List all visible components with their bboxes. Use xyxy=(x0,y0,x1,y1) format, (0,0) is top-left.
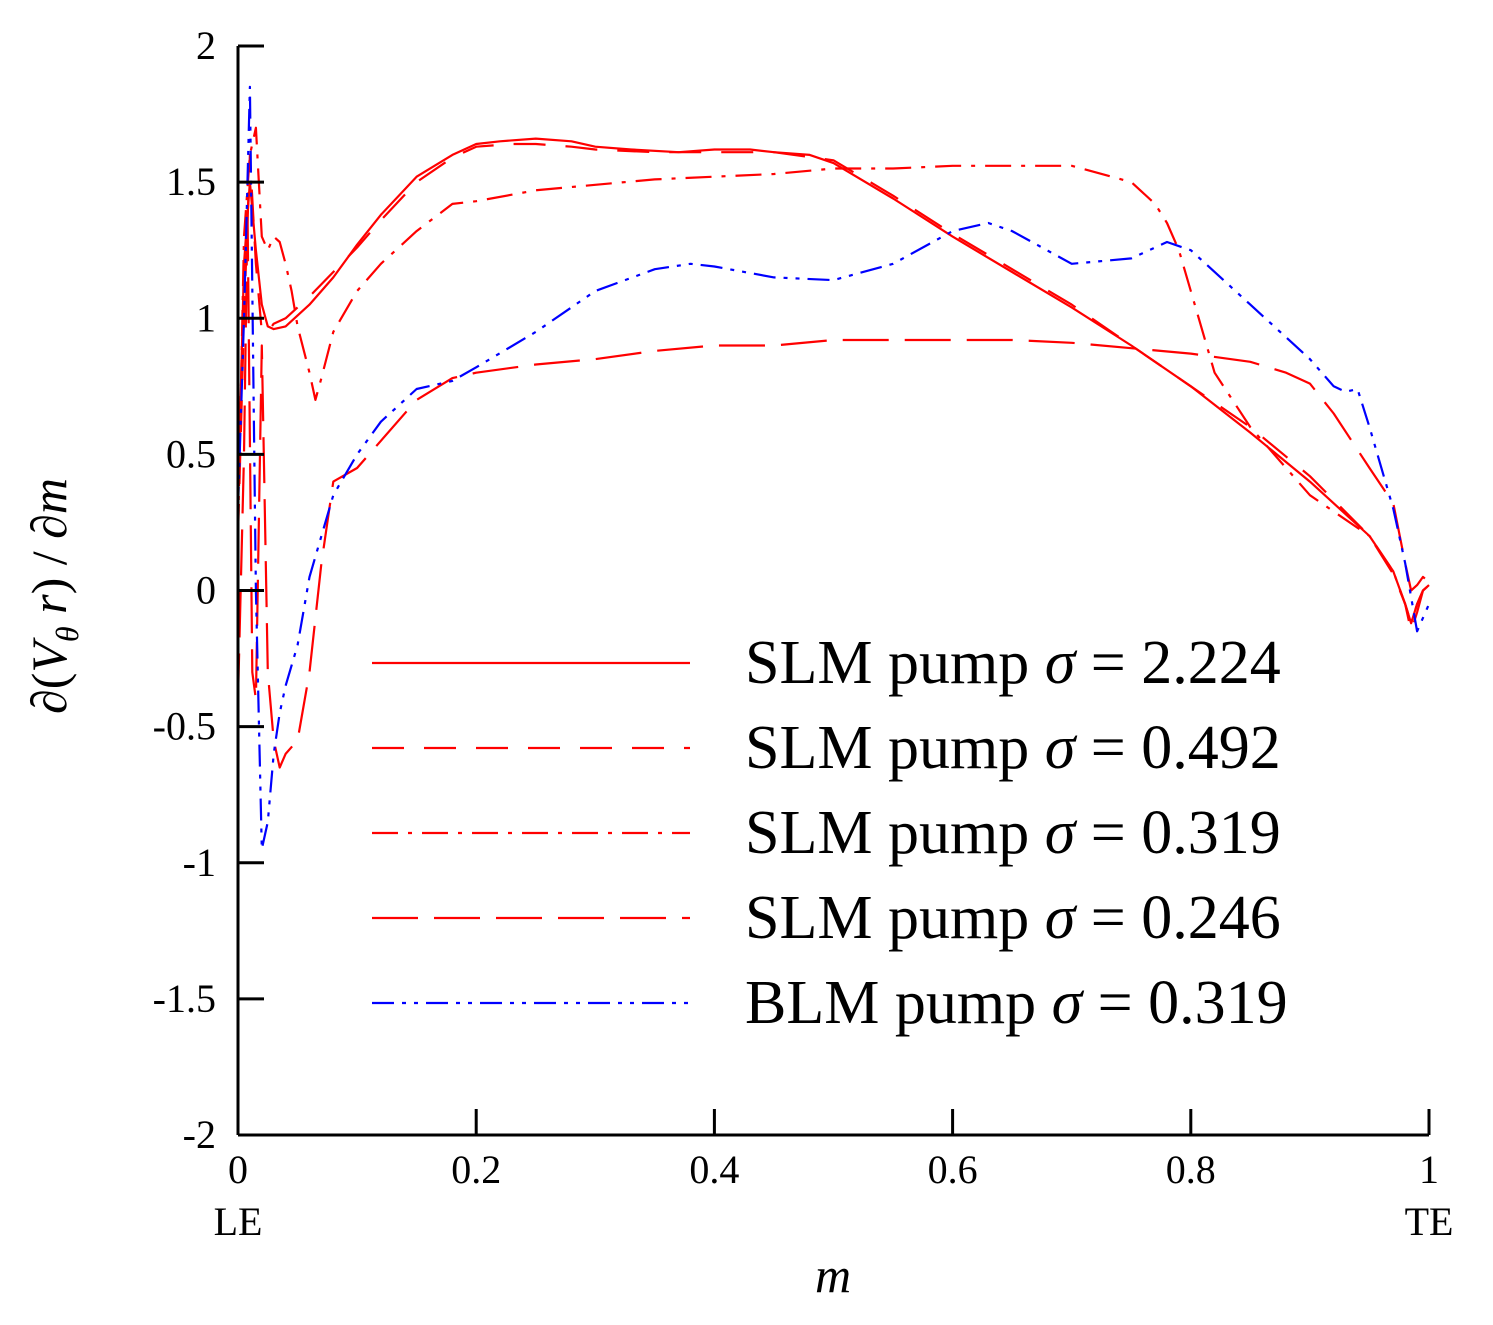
legend-label-sigma: σ xyxy=(1045,884,1078,952)
y-tick-label: -0.5 xyxy=(153,704,216,749)
legend-label-1: SLM pump σ = 0.492 xyxy=(745,714,1281,782)
legend-label-sigma: σ xyxy=(1052,969,1085,1037)
y-label-sub: θ xyxy=(49,626,85,642)
y-tick-label: 1.5 xyxy=(166,159,216,204)
series-line-2 xyxy=(236,126,1430,625)
legend-label-value: = 2.224 xyxy=(1075,629,1280,697)
legend-label-prefix: SLM pump xyxy=(745,884,1045,952)
legend-label-prefix: SLM pump xyxy=(745,629,1045,697)
legend-label-0: SLM pump σ = 2.224 xyxy=(745,629,1281,697)
y-tick-label: -2 xyxy=(183,1112,216,1157)
x-tick-label: 0 xyxy=(228,1147,248,1192)
legend-label-prefix: BLM pump xyxy=(745,969,1052,1037)
legend-label-prefix: SLM pump xyxy=(745,714,1045,782)
y-label-dm: ∂m xyxy=(21,478,77,539)
x-annotation-te: TE xyxy=(1405,1199,1454,1244)
legend-label-value: = 0.492 xyxy=(1075,714,1280,782)
series-layer xyxy=(236,85,1431,851)
x-tick-label: 1 xyxy=(1419,1147,1439,1192)
x-tick-label: 0.8 xyxy=(1166,1147,1216,1192)
y-label-partial: ∂ xyxy=(21,689,77,714)
x-annotation-le: LE xyxy=(214,1199,263,1244)
legend-label-value: = 0.319 xyxy=(1082,969,1287,1037)
y-label-open: ( xyxy=(21,673,77,690)
legend-label-value: = 0.246 xyxy=(1075,884,1280,952)
y-label-close: ) xyxy=(21,578,77,595)
series-line-0 xyxy=(236,137,1430,625)
legend-label-sigma: σ xyxy=(1045,799,1078,867)
y-tick-label: 0.5 xyxy=(166,431,216,476)
legend-label-value: = 0.319 xyxy=(1075,799,1280,867)
legend-label-sigma: σ xyxy=(1045,629,1078,697)
legend-label-sigma: σ xyxy=(1045,714,1078,782)
legend-label-4: BLM pump σ = 0.319 xyxy=(745,969,1288,1037)
y-tick-label: -1 xyxy=(183,840,216,885)
y-tick-label: 0 xyxy=(196,568,216,613)
legend-label-prefix: SLM pump xyxy=(745,799,1045,867)
legend-label-3: SLM pump σ = 0.246 xyxy=(745,884,1281,952)
y-label-r: r xyxy=(21,594,77,627)
series-line-4 xyxy=(236,85,1431,851)
x-tick-label: 0.2 xyxy=(451,1147,501,1192)
y-axis-label: ∂(Vθ r) / ∂m xyxy=(21,478,85,714)
y-tick-label: -1.5 xyxy=(153,976,216,1021)
series-line-3 xyxy=(236,208,1430,769)
legend-label-2: SLM pump σ = 0.319 xyxy=(745,799,1281,867)
y-tick-label: 2 xyxy=(196,23,216,68)
x-tick-label: 0.6 xyxy=(928,1147,978,1192)
series-line-1 xyxy=(236,142,1430,633)
y-label-v: V xyxy=(21,637,77,673)
x-axis-label: m xyxy=(815,1247,851,1303)
y-tick-label: 1 xyxy=(196,295,216,340)
ticks-layer: -2 -1.5 -1 -0.5 0 0.5 1 1.5 2 0 0.2 0.4 0.6 0.8 1 LE TE xyxy=(153,23,1454,1244)
x-tick-label: 0.4 xyxy=(689,1147,739,1192)
y-label-slash: / xyxy=(21,539,77,578)
